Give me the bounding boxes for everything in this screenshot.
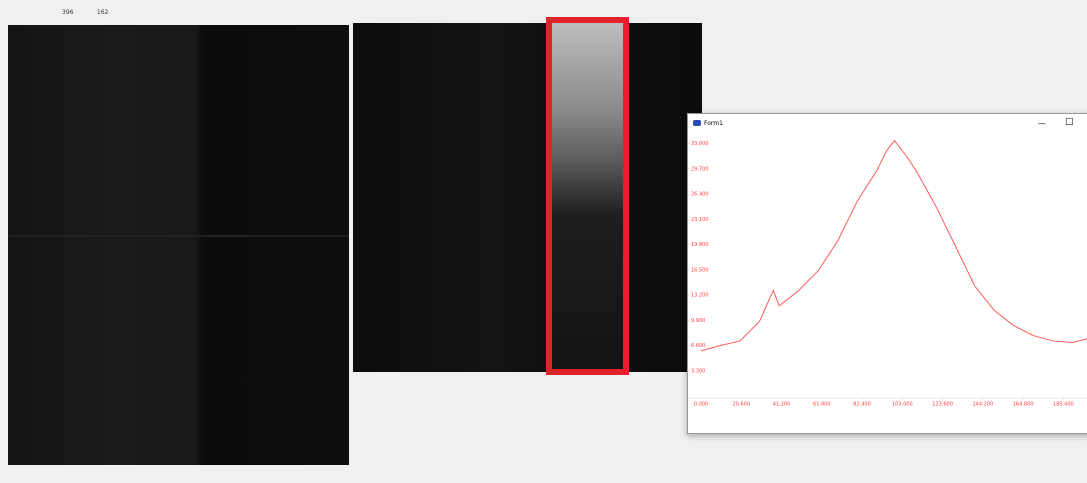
y-tick-label: 33.000 xyxy=(691,141,709,147)
image-left xyxy=(8,25,349,465)
x-tick-label: 0.000 xyxy=(694,402,708,408)
maximize-button[interactable]: □ xyxy=(1065,117,1074,127)
window-title: Form1 xyxy=(704,120,723,127)
x-tick-label: 61.800 xyxy=(813,402,831,408)
chart: 3.300 6.600 9.900 13.200 16.500 19.800 23.100 2… xyxy=(688,136,1087,432)
x-tick-label: 103.000 xyxy=(892,402,913,408)
top-label: 396 xyxy=(62,9,73,16)
y-tick-label: 16.500 xyxy=(691,267,709,273)
y-tick-label: 6.600 xyxy=(691,343,705,349)
y-tick-label: 26.400 xyxy=(691,192,709,198)
data-line xyxy=(701,141,1087,351)
y-tick-label: 19.800 xyxy=(691,242,709,248)
title-bar: Form1 — □ xyxy=(688,114,1087,134)
x-tick-label: 144.200 xyxy=(973,402,994,408)
plot-window: Form1 — □ 3.300 6.600 9.900 13.200 16.500 19.… xyxy=(687,113,1087,434)
x-tick-label: 20.600 xyxy=(733,402,751,408)
x-tick-label: 41.200 xyxy=(773,402,791,408)
app-icon xyxy=(693,120,701,126)
y-tick-label: 3.300 xyxy=(691,368,705,374)
x-tick-label: 164.800 xyxy=(1013,402,1034,408)
minimize-button[interactable]: — xyxy=(1038,119,1046,128)
x-tick-label: 185.400 xyxy=(1053,402,1074,408)
image-right xyxy=(353,23,702,372)
top-label: 162 xyxy=(97,9,108,16)
y-tick-label: 13.200 xyxy=(691,293,709,299)
y-tick-label: 29.700 xyxy=(691,166,709,172)
y-tick-label: 23.100 xyxy=(691,217,709,223)
x-tick-label: 82.400 xyxy=(853,402,871,408)
x-tick-label: 123.600 xyxy=(932,402,953,408)
highlight-box xyxy=(546,17,629,375)
y-tick-label: 9.900 xyxy=(691,318,705,324)
screen: 396 162 Form1 — □ 3.300 6.600 9.900 13.200 1… xyxy=(0,0,1087,483)
